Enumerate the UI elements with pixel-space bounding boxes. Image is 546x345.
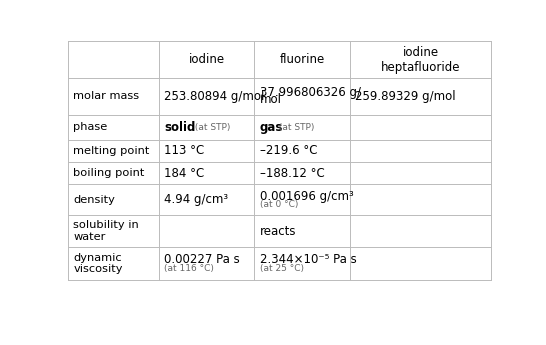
Text: iodine
heptafluoride: iodine heptafluoride: [381, 46, 460, 74]
Text: 253.80894 g/mol: 253.80894 g/mol: [164, 90, 265, 103]
Text: –219.6 °C: –219.6 °C: [259, 145, 317, 157]
Text: 4.94 g/cm³: 4.94 g/cm³: [164, 193, 228, 206]
Text: melting point: melting point: [73, 146, 150, 156]
Text: gas: gas: [259, 121, 283, 134]
Text: solubility in
water: solubility in water: [73, 220, 139, 242]
Text: 0.001696 g/cm³: 0.001696 g/cm³: [259, 189, 353, 203]
Text: (at STP): (at STP): [276, 123, 314, 132]
Text: 0.00227 Pa s: 0.00227 Pa s: [164, 253, 240, 266]
Text: density: density: [73, 195, 115, 205]
Text: mol: mol: [259, 93, 282, 106]
Text: solid: solid: [164, 121, 195, 134]
Text: (at 25 °C): (at 25 °C): [259, 264, 304, 273]
Text: 259.89329 g/mol: 259.89329 g/mol: [355, 90, 455, 103]
Text: 113 °C: 113 °C: [164, 145, 205, 157]
Text: fluorine: fluorine: [280, 53, 325, 66]
Text: 184 °C: 184 °C: [164, 167, 205, 179]
Text: dynamic
viscosity: dynamic viscosity: [73, 253, 123, 274]
Text: reacts: reacts: [259, 225, 296, 238]
Text: 2.344×10⁻⁵ Pa s: 2.344×10⁻⁵ Pa s: [259, 253, 356, 266]
Text: (at 116 °C): (at 116 °C): [164, 264, 214, 273]
Text: iodine: iodine: [189, 53, 225, 66]
Text: 37.996806326 g/: 37.996806326 g/: [259, 87, 360, 99]
Text: –188.12 °C: –188.12 °C: [259, 167, 324, 179]
Text: molar mass: molar mass: [73, 91, 139, 101]
Text: boiling point: boiling point: [73, 168, 145, 178]
Text: (at 0 °C): (at 0 °C): [259, 200, 298, 209]
Text: phase: phase: [73, 122, 108, 132]
Text: (at STP): (at STP): [192, 123, 230, 132]
